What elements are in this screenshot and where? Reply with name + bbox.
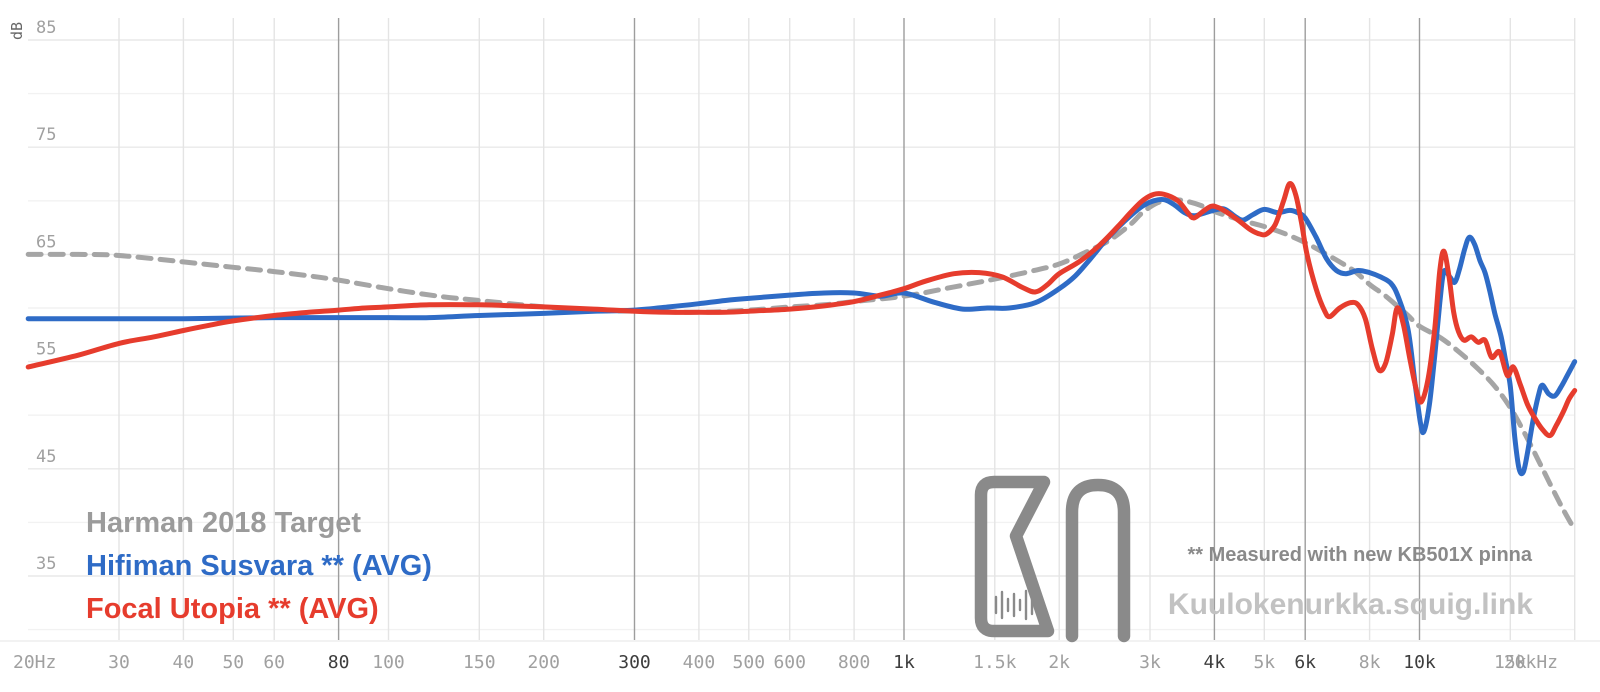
- kn-logo: [974, 475, 1131, 643]
- x-tick-2k: 2k: [1048, 652, 1070, 673]
- y-tick-55: 55: [36, 340, 56, 360]
- x-axis-tick-labels: 20Hz 30 40 50 60 80 100 150 200 300 400 500 600 800 1k…: [13, 652, 1558, 673]
- x-tick-8k: 8k: [1359, 652, 1381, 673]
- x-tick-80: 80: [328, 652, 350, 673]
- y-tick-85: 85: [36, 18, 56, 38]
- curve-hifiman-susvara-avg: [25, 196, 1578, 477]
- y-tick-75: 75: [36, 125, 56, 145]
- x-tick-600: 600: [773, 652, 806, 673]
- x-tick-400: 400: [683, 652, 716, 673]
- x-tick-50: 50: [222, 652, 244, 673]
- y-axis-unit-label: dB: [8, 21, 27, 41]
- x-tick-800: 800: [838, 652, 871, 673]
- curves: [25, 181, 1578, 533]
- x-tick-20kHz: 20kHz: [1504, 652, 1558, 673]
- legend-item-hifiman-susvara[interactable]: Hifiman Susvara ** (AVG): [86, 550, 432, 582]
- legend-item-harman-target[interactable]: Harman 2018 Target: [86, 507, 362, 539]
- logo-n-glyph: [1065, 478, 1131, 643]
- y-tick-65: 65: [36, 232, 56, 252]
- x-tick-20Hz: 20Hz: [13, 652, 56, 673]
- x-tick-1.5k: 1.5k: [973, 652, 1017, 673]
- x-tick-100: 100: [372, 652, 405, 673]
- measurement-note: ** Measured with new KB501X pinna: [1187, 544, 1532, 566]
- x-tick-150: 150: [463, 652, 496, 673]
- x-tick-4k: 4k: [1204, 652, 1226, 673]
- site-watermark: Kuulokenurkka.squig.link: [1167, 588, 1533, 621]
- x-tick-500: 500: [733, 652, 766, 673]
- x-tick-60: 60: [263, 652, 285, 673]
- legend-item-focal-utopia[interactable]: Focal Utopia ** (AVG): [86, 593, 379, 625]
- y-tick-35: 35: [36, 554, 56, 574]
- x-tick-200: 200: [527, 652, 560, 673]
- x-tick-40: 40: [173, 652, 195, 673]
- x-tick-300: 300: [618, 652, 651, 673]
- x-tick-15k: 15k: [1494, 652, 1527, 673]
- legend: Harman 2018 Target Hifiman Susvara ** (A…: [86, 502, 432, 631]
- waveform-icon: [994, 589, 1034, 621]
- y-axis-tick-labels: 85 75 65 55 45 35: [36, 18, 56, 574]
- x-tick-10k: 10k: [1403, 652, 1436, 673]
- x-tick-5k: 5k: [1253, 652, 1275, 673]
- curve-harman-2018-target: [25, 197, 1578, 533]
- logo-k-glyph: [974, 475, 1055, 638]
- x-tick-1k: 1k: [893, 652, 915, 673]
- x-tick-6k: 6k: [1294, 652, 1316, 673]
- x-tick-3k: 3k: [1139, 652, 1161, 673]
- y-tick-45: 45: [36, 447, 56, 467]
- curve-focal-utopia-avg: [25, 181, 1578, 439]
- vertical-gridlines: [118, 18, 1576, 640]
- x-tick-30: 30: [108, 652, 130, 673]
